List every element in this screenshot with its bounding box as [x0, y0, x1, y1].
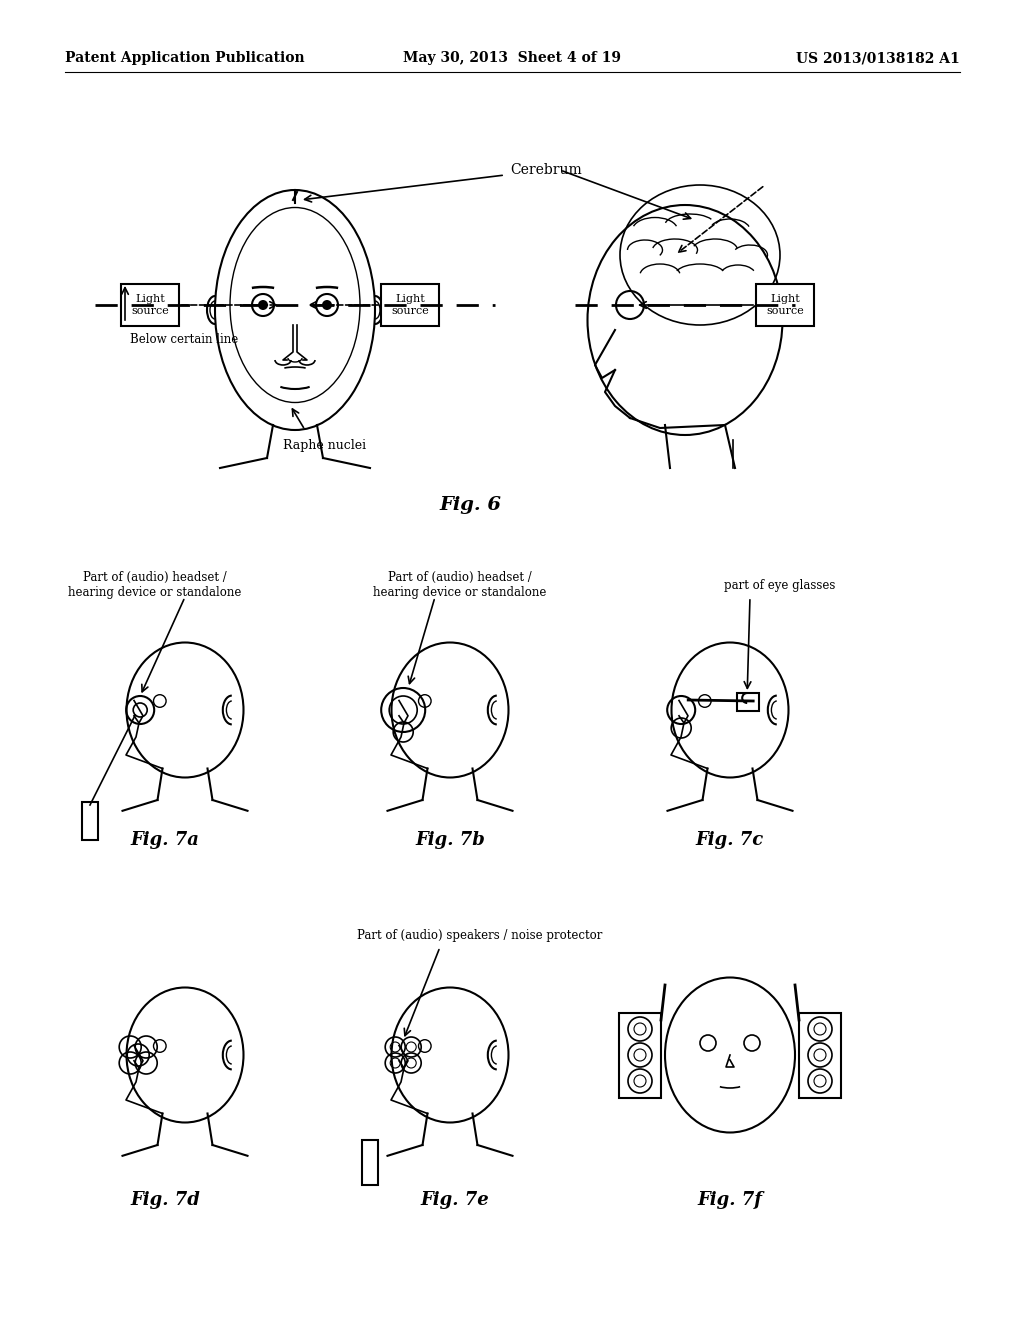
Text: Fig. 7d: Fig. 7d — [130, 1191, 200, 1209]
Text: Fig. 7c: Fig. 7c — [696, 832, 764, 849]
Text: Fig. 7b: Fig. 7b — [415, 832, 485, 849]
Text: Patent Application Publication: Patent Application Publication — [65, 51, 304, 65]
Text: Light
source: Light source — [391, 294, 429, 315]
Circle shape — [322, 300, 332, 310]
Bar — [381, 284, 439, 326]
Text: Fig. 7e: Fig. 7e — [420, 1191, 488, 1209]
Bar — [799, 1012, 841, 1097]
Text: Raphe nuclei: Raphe nuclei — [284, 438, 367, 451]
Text: Part of (audio) headset /
hearing device or standalone: Part of (audio) headset / hearing device… — [374, 572, 547, 599]
Bar — [756, 284, 814, 326]
Bar — [618, 1012, 662, 1097]
Circle shape — [258, 300, 268, 310]
Bar — [82, 803, 98, 840]
Text: Fig. 6: Fig. 6 — [439, 496, 501, 513]
Bar — [737, 693, 759, 711]
Text: part of eye glasses: part of eye glasses — [724, 578, 836, 591]
Text: Fig. 7f: Fig. 7f — [697, 1191, 763, 1209]
Text: May 30, 2013  Sheet 4 of 19: May 30, 2013 Sheet 4 of 19 — [403, 51, 621, 65]
Text: Light
source: Light source — [131, 294, 169, 315]
Text: Fig. 7a: Fig. 7a — [130, 832, 199, 849]
Bar — [121, 284, 179, 326]
Text: Cerebrum: Cerebrum — [510, 162, 582, 177]
Text: US 2013/0138182 A1: US 2013/0138182 A1 — [797, 51, 961, 65]
Text: Part of (audio) headset /
hearing device or standalone: Part of (audio) headset / hearing device… — [69, 572, 242, 599]
Text: Below certain line: Below certain line — [130, 333, 239, 346]
Text: Part of (audio) speakers / noise protector: Part of (audio) speakers / noise protect… — [357, 928, 603, 941]
Bar — [362, 1140, 378, 1185]
Text: Light
source: Light source — [766, 294, 804, 315]
